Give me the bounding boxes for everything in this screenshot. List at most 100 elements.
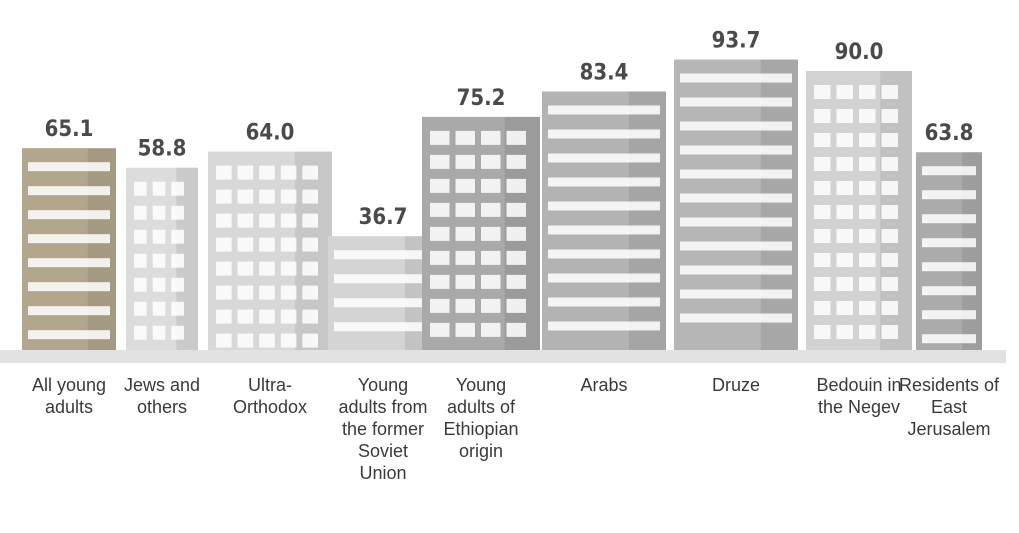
window [481,203,501,217]
chart: 65.158.864.036.775.283.493.790.063.8 All… [0,0,1019,533]
window [134,278,147,292]
window [281,214,297,228]
window [507,179,527,193]
category-label: Arabs [552,374,656,396]
window [882,157,899,171]
window [922,166,976,175]
window [859,253,876,267]
category-label: All young adults [17,374,121,418]
window [302,214,318,228]
window [922,262,976,271]
category-label: Young adults of Ethiopian origin [436,374,526,462]
window [430,131,450,145]
window [28,306,110,315]
window [859,181,876,195]
ground [0,350,1006,363]
window [456,131,476,145]
window [334,274,432,283]
window [302,286,318,300]
window [153,254,166,268]
window [302,262,318,276]
window [882,205,899,219]
window [814,133,831,147]
window [481,131,501,145]
window [814,301,831,315]
window [153,230,166,244]
building [208,152,332,350]
window [302,166,318,180]
window [171,206,184,220]
window [859,205,876,219]
window [548,321,660,330]
window [507,131,527,145]
window [216,190,232,204]
window [859,157,876,171]
window [814,205,831,219]
window [430,179,450,193]
value-label: 90.0 [835,40,884,65]
window [259,214,275,228]
window [238,334,254,348]
window [153,302,166,316]
window [28,282,110,291]
window [882,133,899,147]
window [456,323,476,337]
window [814,229,831,243]
building [806,71,912,350]
window [548,177,660,186]
window [216,334,232,348]
window [814,253,831,267]
window [922,214,976,223]
window [456,155,476,169]
window [259,334,275,348]
window [882,109,899,123]
window [680,98,792,107]
window [28,162,110,171]
window [456,203,476,217]
building [542,91,666,350]
category-label: Ultra-Orthodox [218,374,322,418]
window [216,286,232,300]
window [28,210,110,219]
window [859,325,876,339]
window [430,203,450,217]
window [507,251,527,265]
window [456,275,476,289]
window [680,170,792,179]
window [153,326,166,340]
window [171,182,184,196]
window [238,190,254,204]
window [134,326,147,340]
window [238,166,254,180]
window [171,278,184,292]
window [680,194,792,203]
window [28,234,110,243]
value-label: 83.4 [580,60,629,85]
window [430,323,450,337]
window [216,310,232,324]
window [238,310,254,324]
category-label: Jews and others [110,374,214,418]
window [134,254,147,268]
window [134,230,147,244]
window [171,254,184,268]
window [507,275,527,289]
window [430,299,450,313]
building [22,148,116,350]
window [238,262,254,276]
window [814,85,831,99]
window [548,153,660,162]
window [456,299,476,313]
category-label: Residents of East Jerusalem [897,374,1001,440]
window [259,166,275,180]
category-label: Druze [684,374,788,396]
window [216,166,232,180]
window [302,334,318,348]
window [302,238,318,252]
window [548,249,660,258]
window [814,109,831,123]
window [837,85,854,99]
window [859,301,876,315]
window [281,190,297,204]
building-side [88,148,116,350]
